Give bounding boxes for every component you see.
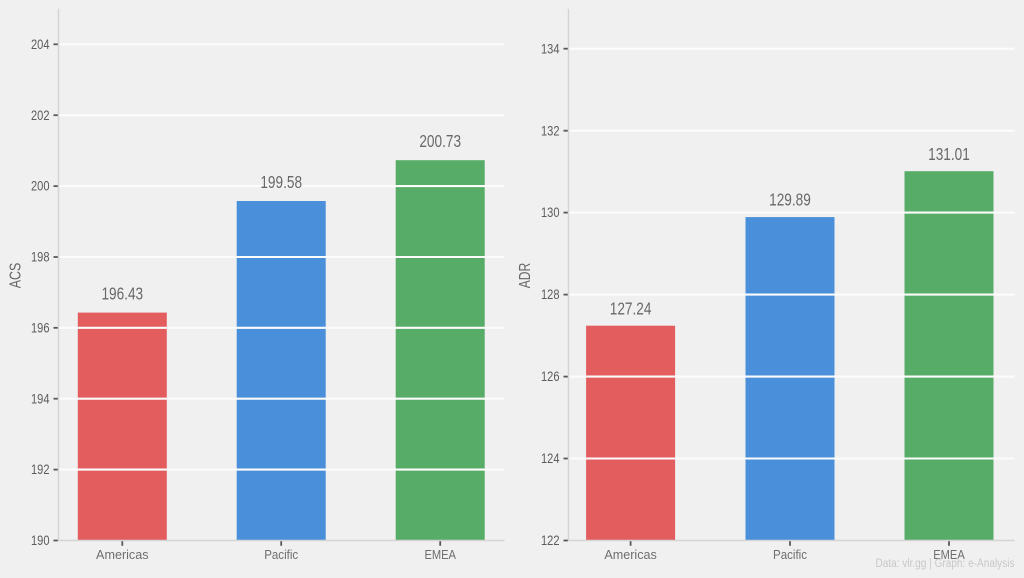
- svg-text:200.73: 200.73: [419, 131, 461, 151]
- svg-text:198: 198: [31, 250, 50, 265]
- svg-text:200: 200: [31, 179, 50, 194]
- svg-text:204: 204: [31, 37, 50, 52]
- svg-text:ACS: ACS: [7, 263, 24, 289]
- svg-text:EMEA: EMEA: [424, 547, 456, 562]
- svg-text:202: 202: [31, 108, 50, 123]
- svg-text:Pacific: Pacific: [264, 547, 298, 562]
- svg-text:196: 196: [31, 320, 50, 335]
- svg-text:EMEA: EMEA: [933, 547, 965, 562]
- svg-text:Americas: Americas: [96, 547, 149, 562]
- svg-text:128: 128: [541, 287, 560, 302]
- svg-text:190: 190: [31, 533, 50, 548]
- svg-text:Americas: Americas: [604, 547, 657, 562]
- svg-text:130: 130: [541, 205, 560, 220]
- svg-text:129.89: 129.89: [769, 190, 811, 210]
- svg-text:Data: vlr.gg | Graph: e-Analys: Data: vlr.gg | Graph: e-Analysis: [876, 558, 1015, 570]
- svg-text:126: 126: [541, 369, 560, 384]
- svg-text:134: 134: [541, 41, 560, 56]
- svg-text:122: 122: [541, 533, 560, 548]
- svg-text:199.58: 199.58: [260, 172, 302, 192]
- svg-text:196.43: 196.43: [101, 283, 143, 303]
- svg-text:Pacific: Pacific: [773, 547, 807, 562]
- svg-text:132: 132: [541, 123, 560, 138]
- svg-text:194: 194: [31, 391, 50, 406]
- svg-text:192: 192: [31, 462, 50, 477]
- svg-text:ADR: ADR: [517, 263, 534, 289]
- svg-text:127.24: 127.24: [610, 298, 652, 318]
- svg-text:131.01: 131.01: [928, 144, 970, 164]
- svg-text:124: 124: [541, 451, 560, 466]
